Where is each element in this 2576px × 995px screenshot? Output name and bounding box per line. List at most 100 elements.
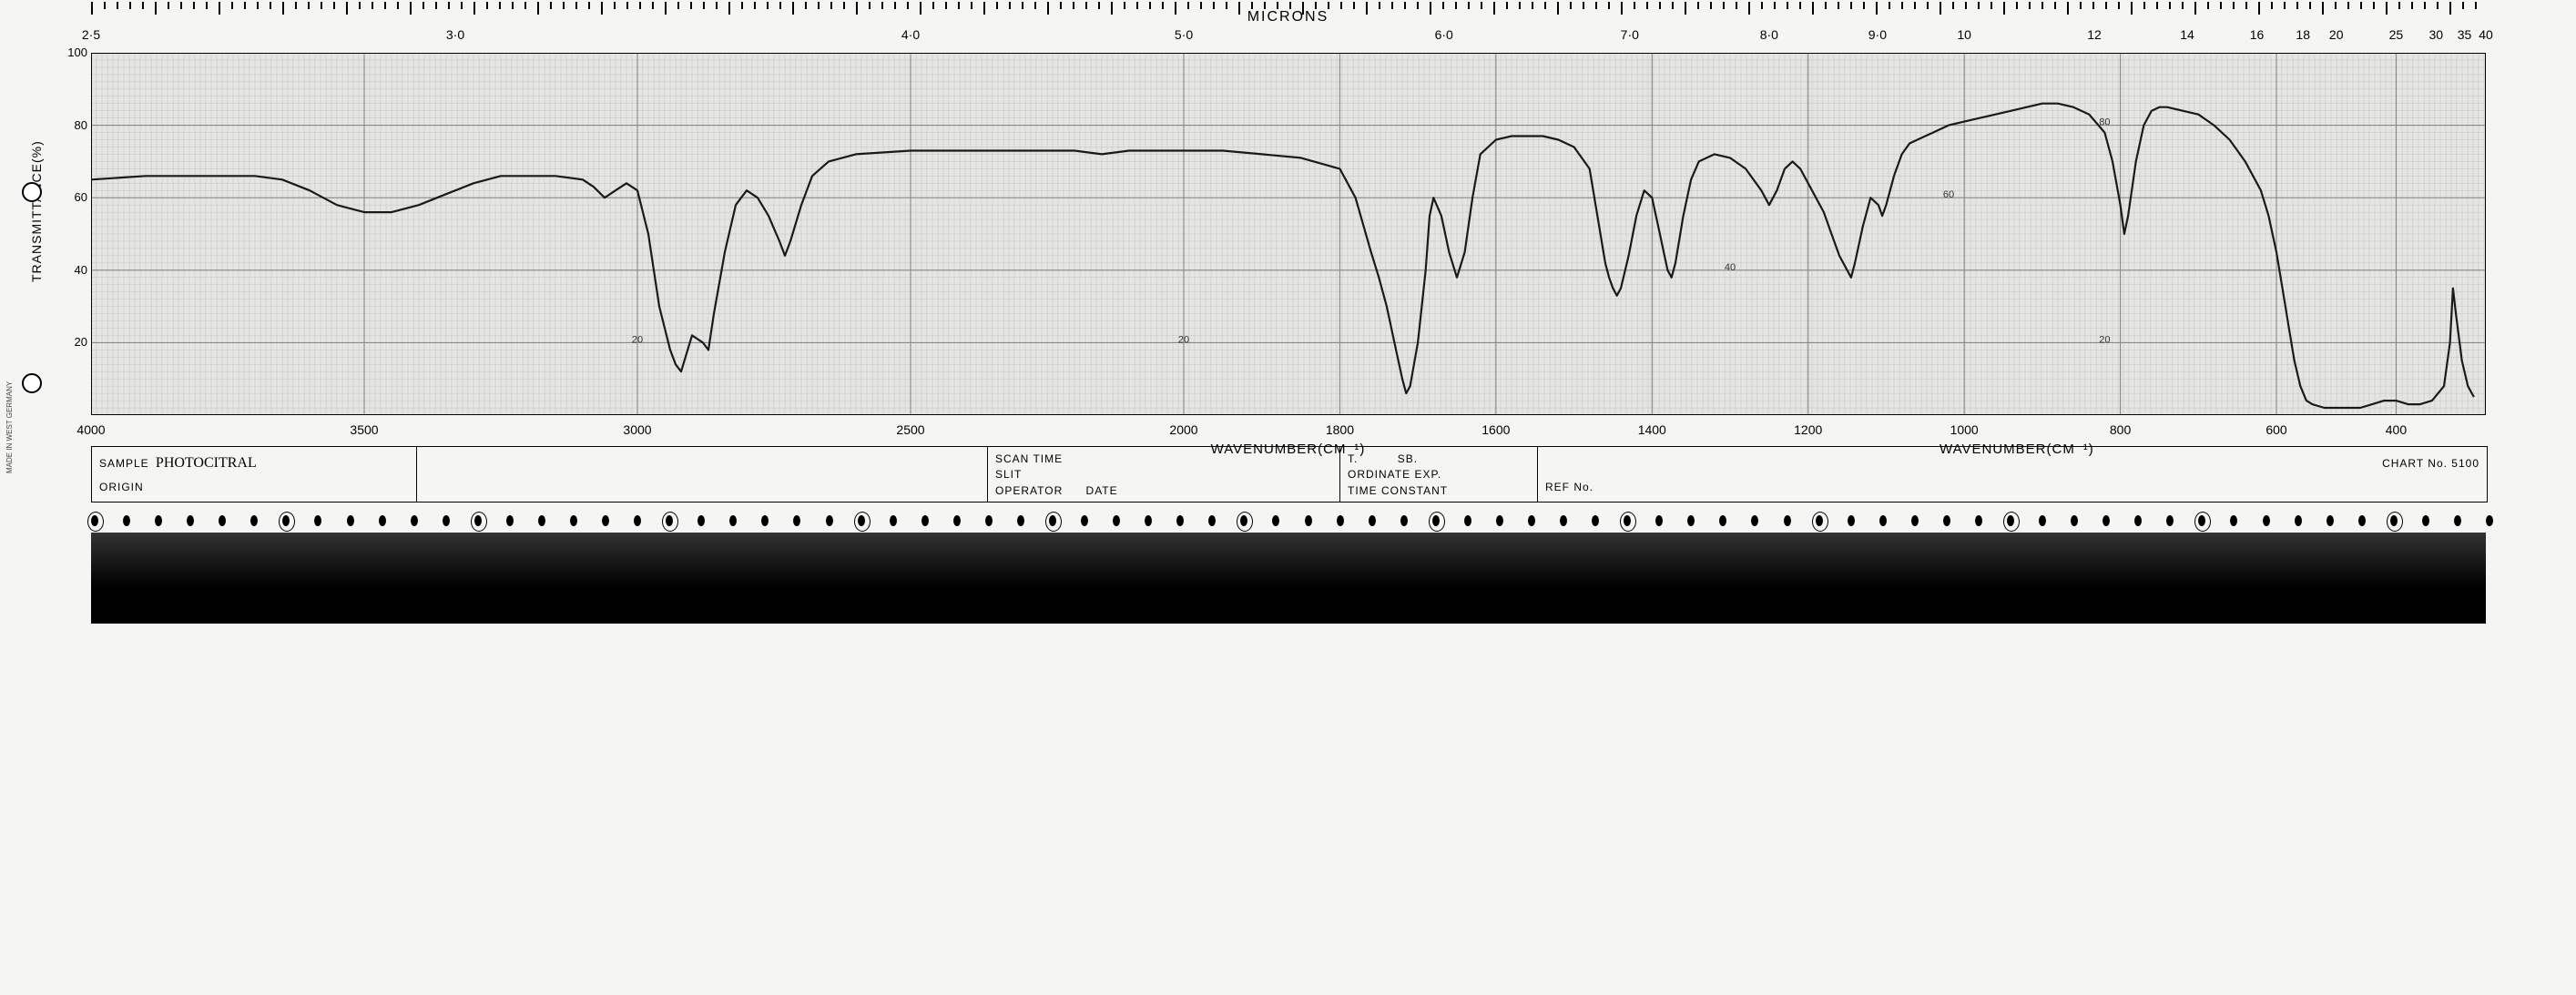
ruler-tick [1991,2,1992,9]
sprocket-dot-icon [219,515,226,526]
ruler-tick [2041,2,2043,9]
ruler-tick [2105,2,2107,9]
sprocket-dot-icon [2358,515,2366,526]
sprocket-dot-icon [155,515,162,526]
ruler-tick [1736,2,1737,9]
ruler-tick [2411,2,2413,9]
ruler-tick [1774,2,1776,9]
sprocket-dot-icon [1017,515,1024,526]
sprocket-dot-icon [1751,515,1758,526]
ruler-tick [1302,2,1304,15]
sprocket-dot-icon [985,515,993,526]
ruler-tick [1455,2,1457,9]
sprocket-dot-icon [443,515,450,526]
ruler-tick [2220,2,2222,9]
y-tick-label: 20 [66,335,87,349]
ruler-tick [1723,2,1725,9]
sprocket-dot-icon [250,515,258,526]
y-tick-label: 60 [66,190,87,204]
x-bottom-tick-label: 1600 [1481,422,1510,437]
sprocket-dot-icon [1369,515,1376,526]
ruler-tick [818,2,820,9]
sprocket-dot-icon [411,515,418,526]
x-bottom-tick-label: 400 [2386,422,2407,437]
sprocket-dot-icon [2327,515,2334,526]
ruler-tick [932,2,934,9]
ruler-tick [1825,2,1827,9]
x-top-tick-label: 12 [2087,27,2102,42]
sprocket-ring-icon [1045,512,1062,532]
timeconst-label: TIME CONSTANT [1348,484,1448,497]
ruler-tick [346,2,348,15]
ruler-tick [1493,2,1495,15]
ruler-tick [206,2,208,9]
x-bottom-tick-label: 2500 [896,422,924,437]
ruler-tick [410,2,412,15]
ruler-tick [333,2,335,9]
sprocket-dot-icon [2166,515,2174,526]
sprocket-dot-icon [2039,515,2046,526]
x-bottom-tick-label: 1000 [1950,422,1979,437]
ruler-tick [1085,2,1087,9]
ruler-tick [614,2,616,9]
ruler-tick [601,2,603,15]
ruler-tick [1672,2,1674,9]
ruler-tick [219,2,220,15]
ruler-tick [257,2,259,9]
sprocket-dot-icon [2454,515,2461,526]
ruler-tick [1532,2,1533,9]
x-top-tick-label: 5·0 [1175,27,1193,42]
ruler-tick [563,2,565,9]
sprocket-dot-icon [1145,515,1152,526]
ruler-tick [1812,2,1814,15]
y-axis-title: TRANSMITTANCE(%) [29,140,44,282]
svg-text:40: 40 [1725,262,1736,273]
ruler-tick [690,2,692,9]
alignment-hole-icon [22,373,42,393]
ruler-tick [1251,2,1253,9]
origin-label: ORIGIN [99,481,144,493]
sprocket-dot-icon [921,515,929,526]
sprocket-dot-icon [2071,515,2078,526]
sprocket-dot-icon [2134,515,2142,526]
ruler-tick [1646,2,1648,9]
sprocket-dot-icon [2103,515,2110,526]
ruler-tick [639,2,641,9]
ruler-tick [1901,2,1903,9]
ruler-tick [2067,2,2069,15]
sprocket-dot-icon [826,515,833,526]
ruler-tick [359,2,361,9]
y-tick-label: 80 [66,118,87,132]
ruler-tick [550,2,552,9]
ruler-tick [435,2,437,9]
sample-value: PHOTOCITRAL [156,455,257,471]
sprocket-ring-icon [1812,512,1828,532]
ruler-tick [1544,2,1546,9]
ruler-tick [1009,2,1011,9]
svg-text:20: 20 [632,334,643,345]
ruler-tick [1621,2,1623,15]
alignment-hole-icon [22,182,42,202]
sprocket-ring-icon [471,512,487,532]
plot-svg: 202040608020 [91,53,2486,415]
sprocket-dot-icon [314,515,321,526]
sprocket-dot-icon [1464,515,1471,526]
sprocket-dot-icon [123,515,130,526]
sprocket-dot-icon [1272,515,1279,526]
sprocket-dot-icon [1305,515,1312,526]
ruler-tick [1213,2,1215,9]
ruler-tick [142,2,144,9]
ruler-tick [1748,2,1750,15]
ruler-tick [2233,2,2235,9]
ruler-tick [168,2,169,9]
x-top-tick-label: 7·0 [1621,27,1639,42]
ruler-tick [486,2,488,9]
ruler-tick [423,2,424,9]
sprocket-dot-icon [729,515,737,526]
refno-label: REF No. [1545,481,1593,493]
sprocket-dot-icon [347,515,354,526]
sprocket-dot-icon [538,515,545,526]
sprocket-dot-icon [379,515,386,526]
sprocket-dot-icon [1560,515,1567,526]
x-top-tick-label: 14 [2180,27,2194,42]
